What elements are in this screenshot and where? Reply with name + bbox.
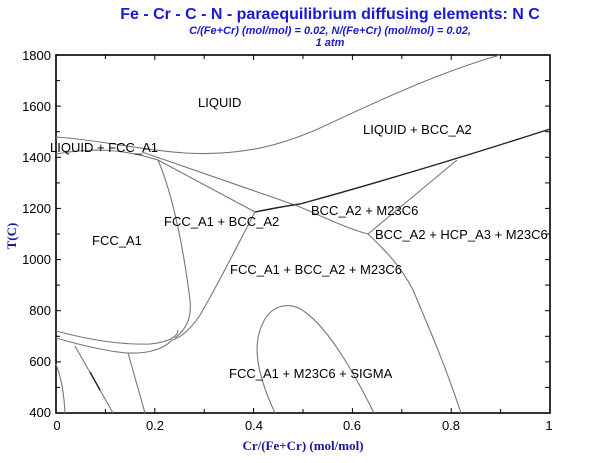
y-tick-labels: 1800 1600 1400 1200 1000 800 600 400 [22, 48, 51, 420]
solidus-bcc-curve [254, 128, 551, 213]
region-label-fcc-bcc-m23c6: FCC_A1 + BCC_A2 + M23C6 [230, 262, 402, 277]
fcc-bcc-m23c6-boundary [171, 211, 256, 341]
svg-text:1200: 1200 [22, 201, 51, 216]
sigma-loop [256, 305, 375, 414]
liquid-fcc-bcc-upper [141, 151, 296, 206]
svg-text:1800: 1800 [22, 48, 51, 63]
region-label-bcc-m23c6: BCC_A2 + M23C6 [311, 203, 418, 218]
svg-text:400: 400 [29, 405, 51, 420]
fcc-gamma-loop-boundary [157, 159, 191, 339]
x-axis-ticks [104, 55, 502, 413]
region-label-bcc-hcp-m23c6: BCC_A2 + HCP_A3 + M23C6 [375, 227, 548, 242]
svg-text:1400: 1400 [22, 150, 51, 165]
liquid-fcc-bcc-lower [157, 159, 256, 213]
svg-text:0: 0 [53, 418, 60, 433]
solidus-fcc-curve [55, 149, 159, 161]
fcc-lower-boundary-2 [55, 337, 173, 354]
phase-boundaries [55, 54, 551, 414]
chart-subtitle-line2: 1 atm [316, 37, 345, 49]
chart-title: Fe - Cr - C - N - paraequilibrium diffus… [120, 6, 540, 23]
hcp-upper-boundary [367, 159, 458, 235]
y-axis-label: T(C) [4, 223, 19, 250]
x-tick-labels: 0 0.2 0.4 0.6 0.8 1 [53, 418, 552, 433]
region-labels: LIQUID LIQUID + FCC_A1 LIQUID + BCC_A2 F… [50, 95, 548, 381]
region-label-liquid: LIQUID [198, 95, 241, 110]
region-label-liquid-fcc: LIQUID + FCC_A1 [50, 140, 158, 155]
chart-subtitle-line1: C/(Fe+Cr) (mol/mol) = 0.02, N/(Fe+Cr) (m… [189, 25, 471, 37]
svg-text:0.4: 0.4 [245, 418, 263, 433]
region-label-fcc-m23c6-sigma: FCC_A1 + M23C6 + SIGMA [229, 366, 393, 381]
liquidus-curve [55, 54, 501, 155]
svg-text:600: 600 [29, 354, 51, 369]
region-label-fcc-bcc: FCC_A1 + BCC_A2 [164, 214, 279, 229]
m23c6-right-boundary [367, 233, 462, 414]
svg-text:1600: 1600 [22, 99, 51, 114]
region-label-liquid-bcc: LIQUID + BCC_A2 [363, 122, 472, 137]
region-label-fcc: FCC_A1 [92, 233, 142, 248]
low-temp-line-2 [127, 352, 146, 414]
svg-text:1: 1 [545, 418, 552, 433]
svg-text:0.8: 0.8 [442, 418, 460, 433]
low-temp-line-1-dark [89, 371, 101, 391]
svg-text:0.2: 0.2 [146, 418, 164, 433]
fcc-lower-boundary-1 [55, 329, 179, 345]
svg-text:0.6: 0.6 [343, 418, 361, 433]
bcc-m23c6-boundary [294, 204, 369, 235]
svg-text:800: 800 [29, 303, 51, 318]
y-axis-ticks [56, 54, 550, 388]
low-temp-line-3 [55, 363, 66, 414]
x-axis-label: Cr/(Fe+Cr) (mol/mol) [242, 438, 363, 453]
svg-text:1000: 1000 [22, 252, 51, 267]
